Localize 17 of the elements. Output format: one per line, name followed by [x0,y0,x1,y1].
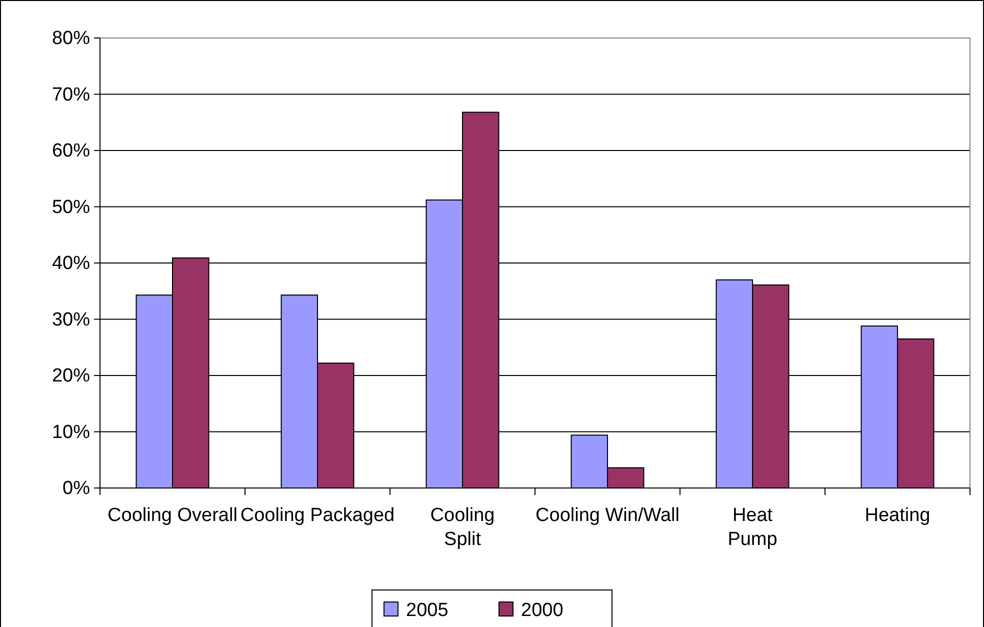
x-tick-label: Heating [864,505,930,526]
y-tick-label: 40% [52,253,90,274]
x-tick-label: Cooling Packaged [240,505,395,526]
y-tick-label: 30% [52,309,90,330]
y-tick-label: 20% [52,366,90,387]
x-tick-label: Cooling Overall [108,505,238,526]
x-tick-label: Cooling Win/Wall [536,505,680,526]
x-tick-label: Heat Pump [728,505,778,550]
y-tick-label: 70% [52,84,90,106]
x-tick-label: Cooling Split [430,505,495,550]
y-tick-label: 10% [52,422,90,443]
legend-label: 2005 [406,600,448,621]
legend-label: 2000 [521,600,564,621]
y-tick-label: 60% [52,140,90,162]
y-tick-label: 80% [52,28,90,50]
y-tick-label: 0% [62,478,90,500]
y-tick-label: 50% [52,196,90,218]
